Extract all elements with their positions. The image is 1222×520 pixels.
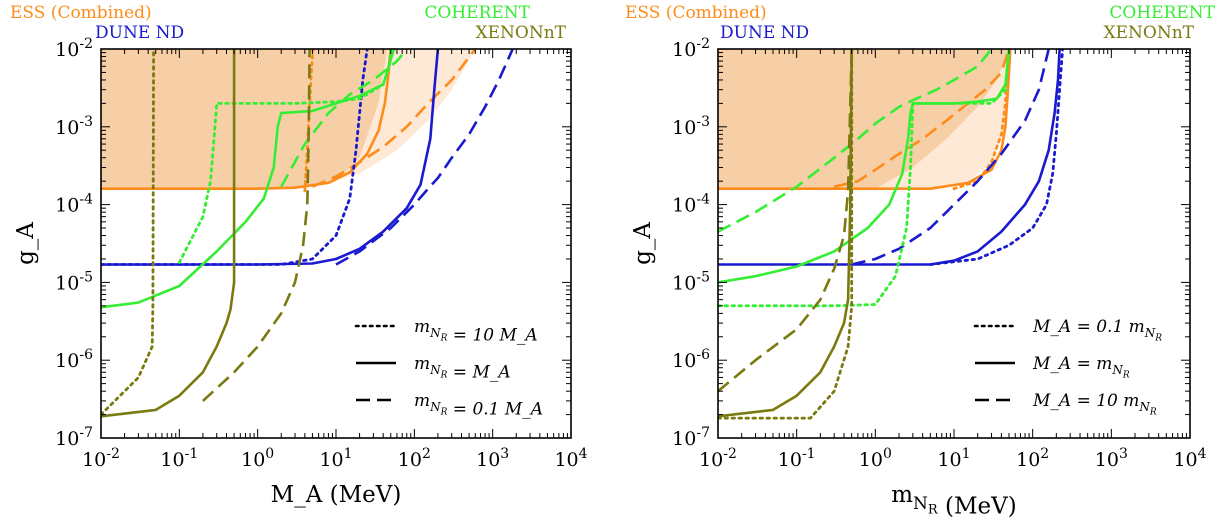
y-tick-label: 10-3 (672, 114, 710, 139)
series-ess-combined-dashed (833, 49, 1011, 188)
series-coherent-solid (101, 49, 396, 309)
y-tick-label: 10-4 (672, 192, 710, 217)
experiment-label-xenonnt: XENONnT (1104, 23, 1195, 43)
series-dune-nd-dotted (928, 49, 1064, 266)
experiment-label-dune-nd: DUNE ND (720, 23, 809, 43)
series-coherent-solid (718, 49, 1011, 284)
series-ess-combined-solid (718, 49, 1012, 190)
plot-area (718, 49, 1064, 420)
series-xenonnt-dashed (718, 49, 853, 393)
x-tick-label: 102 (398, 446, 431, 471)
legend: mNR = 10 M_A mNR = M_A mNR = 0.1 M_A (354, 317, 543, 420)
y-tick-label: 10-2 (672, 36, 710, 61)
x-tick-label: 104 (554, 446, 587, 471)
chart-panel-1: 10-2 10-1 100 101 102 103 104 10-7 10-6 10-5 10-4 1… (10, 3, 588, 508)
experiment-label-ess-combined: ESS (Combined) (10, 3, 152, 23)
shaded-region-ess-2 (875, 49, 1011, 189)
legend: M_A = 0.1 mNR M_A = mNR M_A = 10 mNR (973, 317, 1162, 418)
y-tick-label: 10-5 (55, 269, 93, 294)
legend-label-dotted: M_A = 0.1 mNR (1032, 317, 1162, 344)
y-tick-label: 10-6 (672, 347, 710, 372)
x-tick-label: 104 (1173, 446, 1206, 471)
y-tick-label: 10-6 (55, 347, 93, 372)
x-tick-label: 101 (937, 446, 970, 471)
experiment-label-xenonnt: XENONnT (476, 23, 567, 43)
experiment-label-coherent: COHERENT (1109, 3, 1215, 23)
chart-panel-2: 10-2 10-1 100 101 102 103 104 10-7 10-6 10-5 10-4 1… (625, 3, 1216, 520)
experiment-label-ess-combined: ESS (Combined) (625, 3, 767, 23)
x-tick-label: 102 (1016, 446, 1049, 471)
series-dune-nd-dashed (851, 49, 1050, 266)
series-dune-nd-dotted (101, 49, 369, 266)
x-tick-label: 10-2 (82, 446, 120, 471)
x-tick-label: 101 (319, 446, 352, 471)
legend-label-solid: M_A = mNR (1032, 354, 1130, 381)
plot-frame (100, 48, 572, 439)
x-tick-label: 100 (241, 446, 274, 471)
experiment-label-coherent: COHERENT (424, 3, 530, 23)
x-axis-label: mNR (MeV) (891, 482, 1017, 520)
y-tick-label: 10-7 (55, 425, 93, 450)
series-xenonnt-dotted (101, 49, 156, 417)
shaded-region-ess-2 (304, 49, 476, 189)
x-tick-label: 100 (859, 446, 892, 471)
series-xenonnt-solid (718, 49, 853, 418)
x-tick-label: 10-2 (699, 446, 737, 471)
x-tick-label: 10-1 (160, 446, 198, 471)
y-tick-label: 10-5 (672, 269, 710, 294)
series-dune-nd-dashed (335, 49, 514, 266)
x-tick-label: 10-1 (778, 446, 816, 471)
series-xenonnt-dashed (202, 49, 311, 402)
plot-frame (717, 48, 1191, 439)
y-axis-label: g_A (13, 222, 39, 265)
series-xenonnt-solid (101, 49, 236, 418)
y-tick-label: 10-3 (55, 114, 93, 139)
series-ess-combined-dashed (311, 49, 477, 188)
legend-label-dotted: mNR = 10 M_A (414, 317, 538, 346)
experiment-label-dune-nd: DUNE ND (95, 23, 184, 43)
x-tick-label: 103 (476, 446, 509, 471)
series-dune-nd-solid (101, 49, 440, 266)
series-coherent-dotted (177, 49, 393, 264)
series-xenonnt-dotted (718, 49, 854, 420)
y-tick-label: 10-2 (55, 36, 93, 61)
legend-label-dashed: mNR = 0.1 M_A (414, 391, 543, 420)
x-tick-label: 103 (1095, 446, 1128, 471)
y-tick-label: 10-4 (55, 192, 93, 217)
plot-area (101, 49, 514, 418)
series-coherent-dotted (718, 49, 1011, 308)
legend-label-solid: mNR = M_A (414, 354, 511, 383)
legend-label-dashed: M_A = 10 mNR (1032, 391, 1157, 418)
y-tick-label: 10-7 (672, 425, 710, 450)
y-axis-label: g_A (630, 222, 656, 265)
series-coherent-dashed (280, 49, 408, 188)
x-axis-label: M_A (MeV) (271, 482, 402, 508)
series-coherent-dashed (718, 49, 993, 233)
shaded-region-ess-1 (101, 49, 388, 189)
series-ess-combined-dotted (952, 49, 1011, 191)
